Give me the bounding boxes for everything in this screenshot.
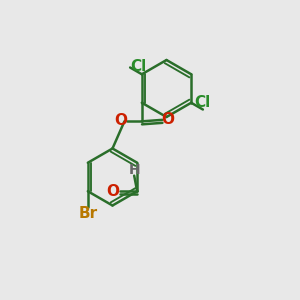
Text: H: H bbox=[128, 163, 140, 177]
Text: O: O bbox=[107, 184, 120, 199]
Text: Cl: Cl bbox=[194, 94, 210, 110]
Text: O: O bbox=[114, 113, 127, 128]
Text: Br: Br bbox=[78, 206, 98, 221]
Text: Cl: Cl bbox=[130, 59, 147, 74]
Text: O: O bbox=[162, 112, 175, 127]
